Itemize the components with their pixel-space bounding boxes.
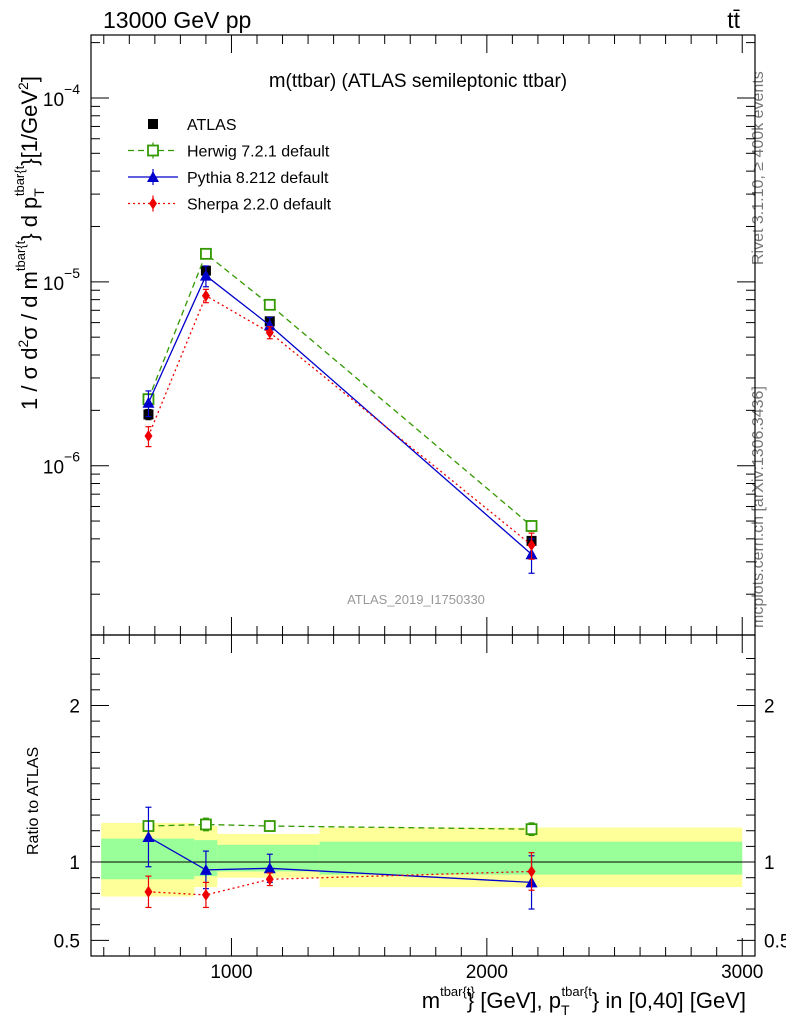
legend-marker: [147, 171, 159, 182]
y-tick-label: 10−6: [43, 449, 80, 479]
energy-label: 13000 GeV pp: [103, 7, 251, 33]
ratio-point: [263, 820, 276, 832]
main-ticks: 10−6 10−5 10−4: [43, 35, 755, 635]
legend-marker: [149, 197, 157, 210]
ratio-frame: [90, 634, 756, 957]
main-ylabel: 1 / σ d2σ / d mtbar{t} d pTtbar{t}[1/GeV…: [12, 76, 47, 410]
ratio-point: [527, 865, 536, 878]
legend-marker: [148, 119, 158, 129]
data-point: [263, 319, 276, 331]
data-point: [199, 269, 212, 281]
ratio-point: [142, 830, 155, 842]
legend-label: Pythia 8.212 default: [187, 170, 329, 187]
series-line-3: [147, 294, 532, 546]
ratio-point: [200, 818, 212, 831]
data-point: [201, 289, 210, 302]
data-point: [525, 520, 538, 532]
ratio-line-1: [148, 823, 532, 830]
data-point: [142, 396, 155, 408]
rivet-label: Rivet 3.1.10, ≥ 400k events: [750, 71, 767, 265]
ratio-point: [265, 873, 274, 886]
plot-title: m(ttbar) (ATLAS semileptonic ttbar): [269, 70, 567, 92]
x-tick-label: 3000: [721, 962, 763, 983]
ratio-y-tick-label-right: 2: [764, 696, 775, 717]
ratio-y-tick-label-right: 1: [764, 853, 775, 874]
legend: ATLAS Herwig 7.2.1 default Pythia 8.212 de…: [128, 117, 332, 214]
ratio-point: [201, 888, 210, 901]
ratio-panel: 0.5 0.5 1 1 2 2 1000 2000 3000 Ratio to ATLAS mt…: [25, 634, 786, 1018]
data-point: [144, 430, 153, 443]
x-tick-label: 1000: [210, 962, 252, 983]
data-point: [265, 326, 274, 339]
legend-label: Herwig 7.2.1 default: [187, 144, 330, 161]
ratio-y-tick-label-left: 2: [69, 696, 80, 717]
ratio-y-tick-label-left: 0.5: [54, 931, 80, 952]
main-panel: 10−6 10−5 10−4 m(ttbar) (ATLAS semileptoni…: [12, 34, 756, 636]
legend-label: Sherpa 2.2.0 default: [187, 197, 332, 214]
ratio-point: [199, 863, 212, 875]
process-label: tt̄: [727, 7, 740, 33]
ratio-curves: [142, 806, 538, 910]
ratio-bands: [101, 822, 743, 897]
mcplots-label: mcplots.cern.ch [arXiv:1306.3436]: [750, 386, 767, 628]
ratio-point: [263, 862, 276, 874]
y-tick-label: 10−5: [43, 265, 80, 295]
main-curves: [142, 247, 538, 574]
uncertainty-band-inner: [101, 838, 195, 880]
ratio-y-tick-label-right: 0.5: [764, 931, 786, 952]
analysis-label: ATLAS_2019_I1750330: [347, 592, 485, 607]
ratio-line-2: [148, 836, 532, 884]
y-tick-label: 10−4: [43, 81, 80, 111]
ratio-line-3: [148, 870, 532, 896]
series-line-2: [147, 274, 532, 555]
data-point: [263, 298, 276, 311]
ratio-point: [525, 823, 538, 836]
x-tick-label: 2000: [466, 962, 508, 983]
ratio-y-tick-label-left: 1: [69, 853, 80, 874]
data-point: [200, 247, 212, 260]
ratio-ticks: 0.5 0.5 1 1 2 2 1000 2000 3000: [54, 635, 786, 983]
data-point: [527, 539, 536, 552]
legend-label: ATLAS: [187, 117, 237, 134]
ratio-ylabel: Ratio to ATLAS: [25, 747, 42, 855]
legend-marker: [147, 144, 159, 157]
xlabel: mtbar{t}} [GeV], pTtbar{t} in [0,40] [Ge…: [422, 984, 746, 1018]
ratio-point: [144, 885, 153, 898]
